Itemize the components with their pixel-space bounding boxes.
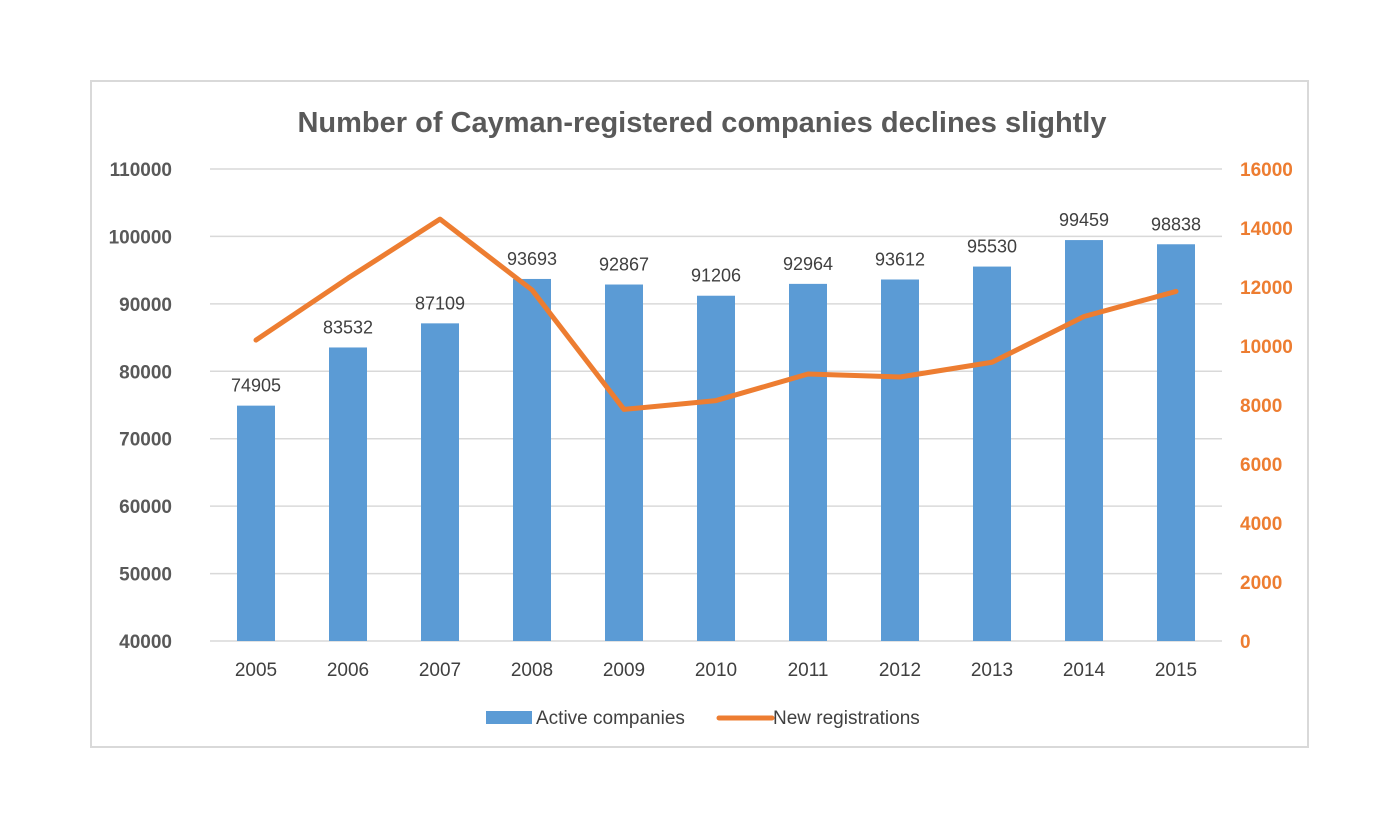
bar-active-companies	[421, 323, 459, 641]
bar-data-label: 83532	[323, 317, 373, 337]
y-right-tick-label: 8000	[1240, 396, 1282, 417]
bar-data-label: 92867	[599, 255, 649, 275]
bar-data-label: 95530	[967, 237, 1017, 257]
x-tick-label: 2007	[419, 660, 461, 681]
bars-layer	[237, 240, 1195, 641]
x-tick-label: 2009	[603, 660, 645, 681]
bar-data-label: 93612	[875, 250, 925, 270]
y-left-tick-label: 110000	[110, 160, 172, 181]
line-layer	[253, 216, 1179, 412]
chart-frame: Number of Cayman-registered companies de…	[90, 80, 1309, 748]
bar-active-companies	[1065, 240, 1103, 641]
y-left-tick-label: 90000	[119, 295, 172, 316]
y-left-tick-label: 40000	[119, 632, 172, 653]
legend-label-new-registrations: New registrations	[773, 708, 920, 729]
legend: Active companies New registrations	[486, 708, 920, 729]
x-tick-label: 2015	[1155, 660, 1197, 681]
bar-active-companies	[513, 278, 551, 641]
chart-svg: Number of Cayman-registered companies de…	[109, 107, 1293, 729]
x-tick-label: 2006	[327, 660, 369, 681]
y-left-tick-label: 60000	[119, 497, 172, 518]
bar-active-companies	[789, 283, 827, 641]
legend-label-active-companies: Active companies	[536, 708, 685, 729]
y-right-tick-label: 2000	[1240, 573, 1282, 594]
y-right-tick-label: 12000	[1240, 278, 1293, 299]
chart-title: Number of Cayman-registered companies de…	[297, 107, 1106, 139]
bar-active-companies	[605, 284, 643, 641]
y-right-tick-label: 4000	[1240, 514, 1282, 535]
y-right-tick-label: 10000	[1240, 337, 1293, 358]
x-tick-label: 2005	[235, 660, 277, 681]
x-tick-label: 2008	[511, 660, 553, 681]
x-tick-label: 2012	[879, 660, 921, 681]
y-left-tick-label: 100000	[109, 227, 172, 248]
bar-active-companies	[237, 405, 275, 641]
bar-data-label: 99459	[1059, 210, 1109, 230]
y-right-tick-label: 0	[1240, 632, 1251, 653]
x-tick-label: 2014	[1063, 660, 1106, 681]
x-tick-label: 2013	[971, 660, 1013, 681]
bar-active-companies	[697, 295, 735, 641]
y-right-tick-label: 16000	[1240, 160, 1293, 181]
bar-data-label: 92964	[783, 254, 833, 274]
x-tick-label: 2011	[788, 660, 829, 681]
y-right-tick-label: 6000	[1240, 455, 1282, 476]
bar-active-companies	[973, 266, 1011, 641]
bar-data-label: 87109	[415, 293, 465, 313]
labels-layer: 4000050000600007000080000900001000001100…	[109, 160, 1293, 681]
y-left-tick-label: 80000	[119, 362, 172, 383]
bar-active-companies	[1157, 244, 1195, 641]
bar-active-companies	[329, 347, 367, 641]
bar-data-label: 91206	[691, 266, 741, 286]
bar-data-label: 98838	[1151, 214, 1201, 234]
y-left-tick-label: 70000	[119, 430, 172, 451]
legend-swatch-active-companies	[486, 711, 532, 724]
bar-data-label: 93693	[507, 249, 557, 269]
bar-active-companies	[881, 279, 919, 641]
bar-data-label: 74905	[231, 376, 281, 396]
x-tick-label: 2010	[695, 660, 737, 681]
y-left-tick-label: 50000	[119, 565, 172, 586]
y-right-tick-label: 14000	[1240, 219, 1293, 240]
